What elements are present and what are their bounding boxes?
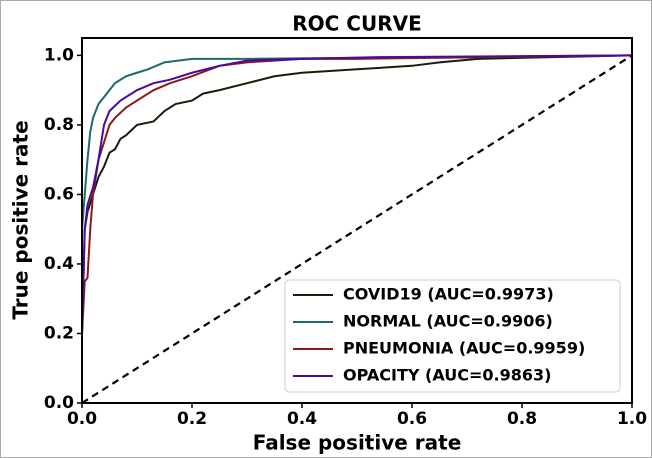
x-tick-label: 0.2	[177, 409, 207, 429]
y-axis-label: True positive rate	[9, 120, 33, 319]
x-axis-label: False positive rate	[253, 431, 462, 455]
y-tick-label: 0.6	[44, 184, 74, 204]
y-tick-label: 0.0	[44, 393, 74, 413]
roc-line	[81, 54, 633, 334]
roc-line	[81, 54, 633, 334]
chance-line	[81, 54, 633, 404]
legend-box	[284, 279, 621, 393]
legend-label: OPACITY (AUC=0.9863)	[343, 366, 551, 385]
x-tick-label: 0.4	[287, 409, 317, 429]
legend-label: PNEUMONIA (AUC=0.9959)	[343, 339, 585, 358]
legend-label: COVID19 (AUC=0.9973)	[343, 285, 554, 304]
legend-label: NORMAL (AUC=0.9906)	[343, 312, 553, 331]
x-tick-label: 0.8	[507, 409, 537, 429]
y-tick-label: 1.0	[44, 45, 74, 65]
roc-line	[81, 54, 633, 230]
plot-border	[81, 37, 633, 404]
y-tick-label: 0.4	[44, 254, 74, 274]
chart-title: ROC CURVE	[292, 12, 422, 36]
y-tick-label: 0.8	[44, 115, 74, 135]
x-tick-label: 0.0	[67, 409, 97, 429]
x-tick-label: 1.0	[617, 409, 647, 429]
y-tick-label: 0.2	[44, 323, 74, 343]
roc-line	[81, 54, 633, 334]
x-tick-label: 0.6	[397, 409, 427, 429]
